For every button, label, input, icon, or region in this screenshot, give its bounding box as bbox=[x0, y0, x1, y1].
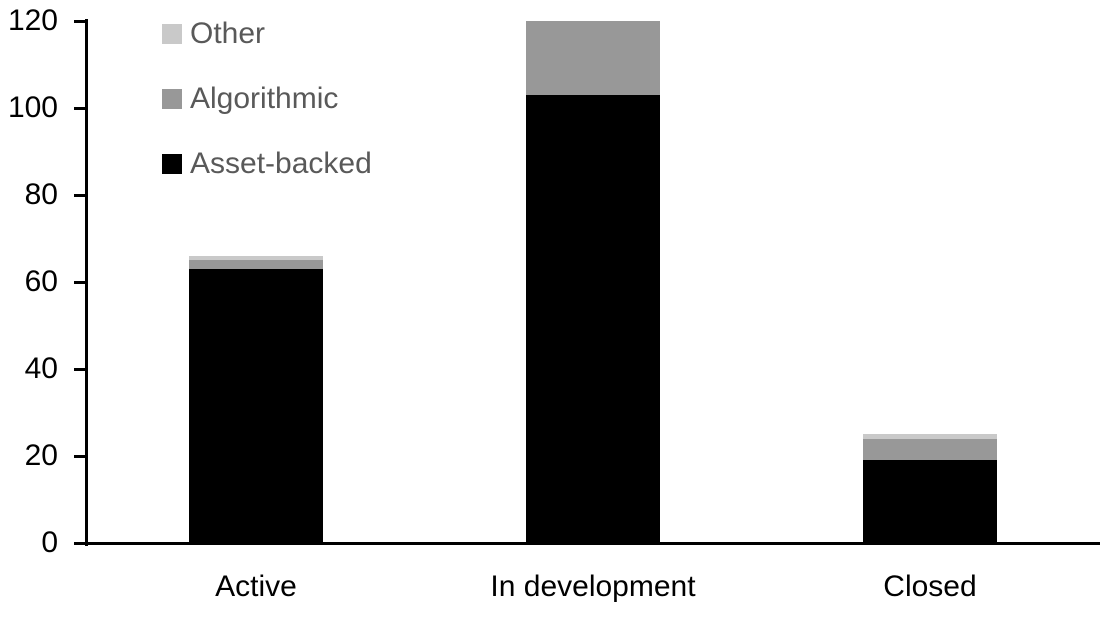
bar-segment-active-other bbox=[189, 255, 323, 261]
x-category-label-in-development: In development bbox=[490, 570, 696, 603]
legend-swatch-other-icon bbox=[162, 24, 182, 44]
y-tick-mark-20 bbox=[74, 455, 85, 458]
y-tick-mark-120 bbox=[74, 20, 85, 23]
legend-label-algorithmic: Algorithmic bbox=[190, 82, 339, 115]
legend-item-asset-backed: Asset-backed bbox=[162, 146, 372, 182]
legend-label-asset-backed: Asset-backed bbox=[190, 147, 372, 180]
legend-item-algorithmic: Algorithmic bbox=[162, 81, 338, 117]
legend-swatch-asset-backed-icon bbox=[162, 154, 182, 174]
y-tick-label-60: 60 bbox=[24, 265, 58, 298]
y-tick-mark-40 bbox=[74, 368, 85, 371]
x-category-label-closed: Closed bbox=[883, 570, 977, 603]
y-tick-mark-100 bbox=[74, 107, 85, 110]
bar-segment-active-algorithmic bbox=[189, 260, 323, 269]
bar-segment-in-development-asset-backed bbox=[526, 94, 660, 543]
legend-item-other: Other bbox=[162, 16, 265, 52]
bar-segment-in-development-algorithmic bbox=[526, 21, 660, 95]
x-category-label-active: Active bbox=[215, 570, 297, 603]
bar-segment-closed-asset-backed bbox=[863, 460, 997, 543]
y-tick-label-80: 80 bbox=[24, 178, 58, 211]
y-axis-line bbox=[85, 19, 88, 546]
bar-segment-active-asset-backed bbox=[189, 268, 323, 543]
x-axis-line bbox=[85, 542, 1100, 545]
y-tick-mark-0 bbox=[74, 542, 85, 545]
y-tick-label-0: 0 bbox=[41, 526, 58, 559]
y-tick-label-100: 100 bbox=[7, 91, 58, 124]
legend-swatch-algorithmic-icon bbox=[162, 89, 182, 109]
y-tick-label-120: 120 bbox=[7, 4, 58, 37]
y-tick-label-20: 20 bbox=[24, 439, 58, 472]
legend-label-other: Other bbox=[190, 17, 266, 50]
bar-segment-closed-algorithmic bbox=[863, 438, 997, 461]
y-tick-mark-60 bbox=[74, 281, 85, 284]
y-tick-label-40: 40 bbox=[24, 352, 58, 385]
y-tick-mark-80 bbox=[74, 194, 85, 197]
bar-segment-closed-other bbox=[863, 434, 997, 439]
